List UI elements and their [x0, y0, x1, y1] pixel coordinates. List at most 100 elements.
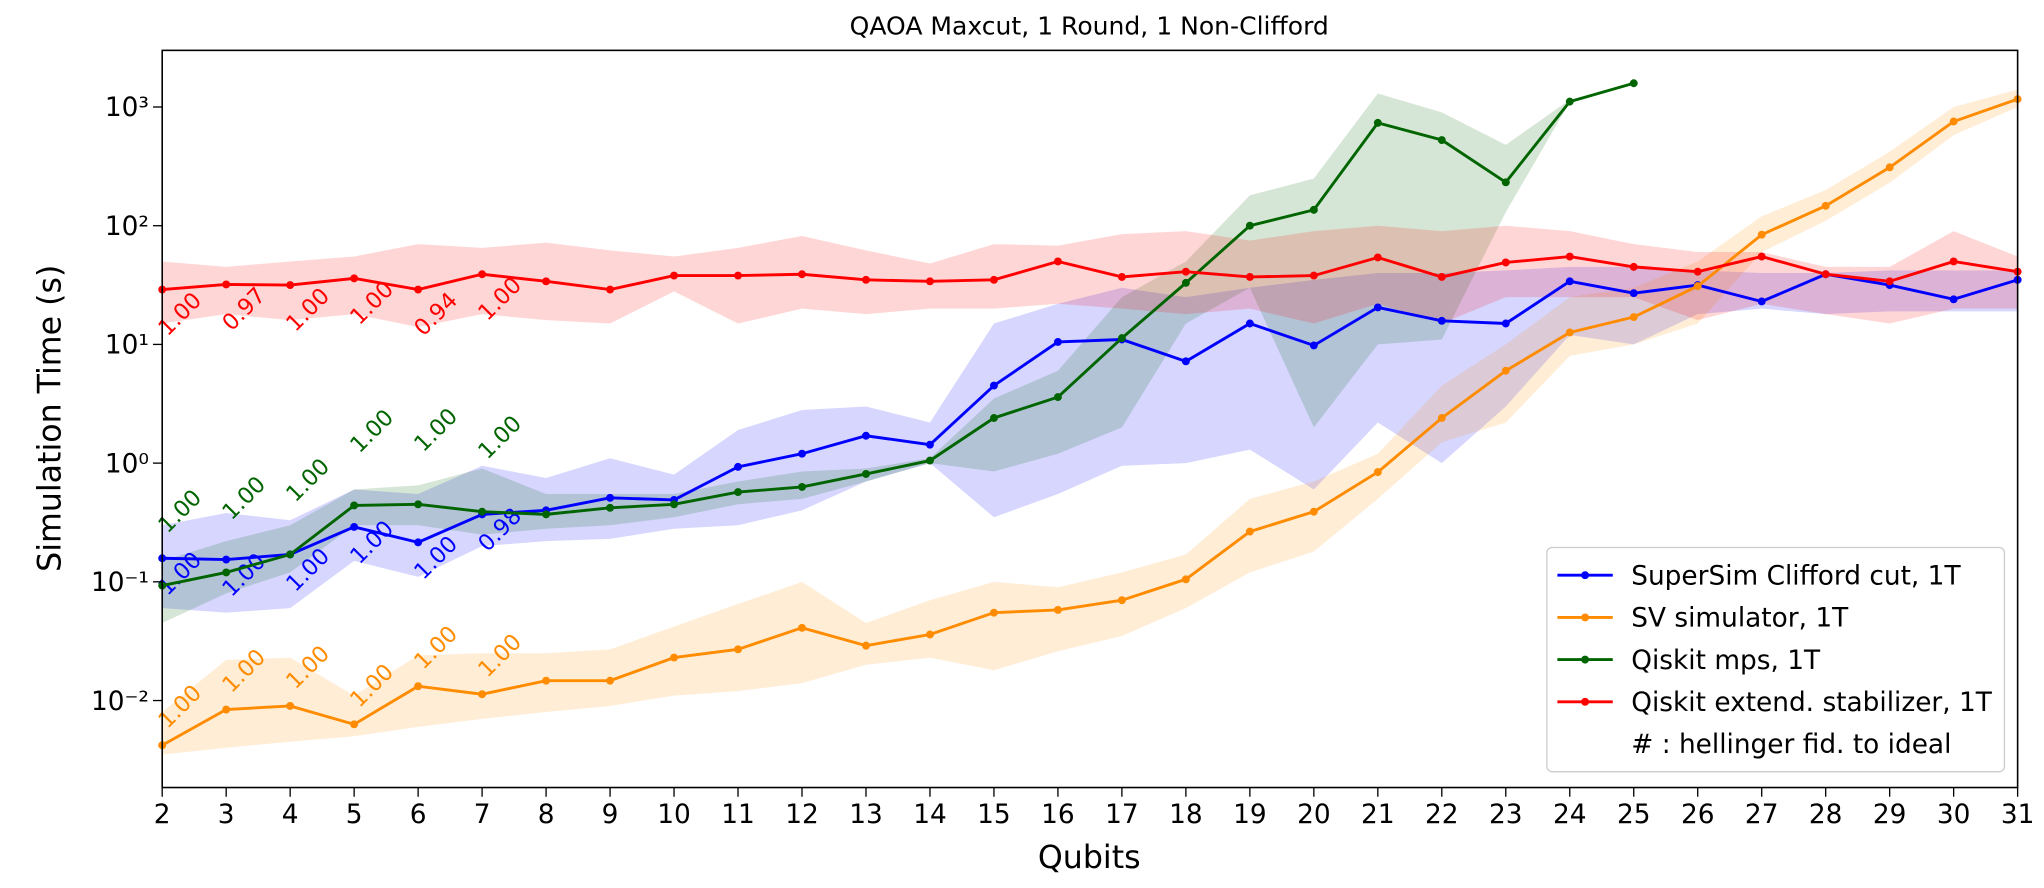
data-point: [862, 641, 870, 650]
data-point: [1565, 252, 1574, 261]
x-tick-label: 31: [2001, 800, 2035, 830]
data-point: [1757, 230, 1766, 239]
data-point: [286, 281, 295, 290]
x-tick-label: 14: [913, 800, 947, 830]
data-point: [222, 280, 231, 289]
data-point: [1757, 297, 1766, 306]
data-point: [1949, 257, 1958, 266]
data-point: [1117, 596, 1126, 605]
x-tick-label: 25: [1617, 800, 1651, 830]
legend-box: [1546, 546, 2006, 773]
data-point: [1693, 267, 1702, 276]
data-point: [1437, 414, 1446, 422]
x-tick-label: 6: [410, 800, 427, 830]
data-point: [1949, 117, 1958, 126]
confidence-band: [162, 266, 2018, 613]
data-point: [606, 493, 615, 502]
data-point: [1501, 258, 1510, 267]
data-point: [542, 510, 551, 519]
data-point: [1245, 527, 1254, 536]
y-axis-label: Simulation Time (s): [33, 265, 69, 572]
data-point: [1949, 295, 1958, 304]
data-point: [1821, 201, 1830, 210]
legend-label: SV simulator, 1T: [1631, 604, 1849, 634]
y-tick-label: 10⁻²: [91, 687, 149, 717]
legend-label: Qiskit extend. stabilizer, 1T: [1631, 688, 1993, 718]
data-point: [542, 676, 551, 685]
data-point: [1629, 79, 1638, 88]
x-tick-label: 9: [602, 800, 619, 830]
data-point: [222, 555, 231, 564]
data-point: [1821, 270, 1830, 279]
x-tick-label: 20: [1297, 800, 1331, 830]
x-tick-label: 21: [1361, 800, 1395, 830]
y-tick-label: 10⁰: [105, 449, 149, 479]
x-tick-label: 27: [1745, 800, 1779, 830]
data-point: [606, 676, 615, 685]
data-point: [1373, 253, 1382, 262]
y-tick-label: 10³: [105, 93, 149, 123]
data-point: [734, 462, 742, 471]
data-point: [1245, 319, 1254, 328]
x-tick-label: 2: [154, 800, 171, 830]
data-point: [1117, 334, 1126, 343]
data-point: [1501, 366, 1510, 375]
legend-marker: [1581, 613, 1590, 622]
x-tick-label: 5: [346, 800, 363, 830]
x-tick-label: 29: [1873, 800, 1907, 830]
confidence-band: [162, 225, 2018, 328]
data-point: [286, 550, 295, 559]
data-point: [1885, 163, 1894, 172]
data-point: [1629, 289, 1638, 298]
data-point: [670, 500, 678, 509]
y-tick-label: 10⁻¹: [91, 568, 149, 598]
x-tick-label: 18: [1169, 800, 1203, 830]
data-point: [1629, 262, 1638, 271]
data-point: [1373, 468, 1382, 477]
confidence-band: [162, 83, 1634, 623]
data-point: [1309, 341, 1318, 350]
data-point: [989, 381, 998, 390]
data-point: [222, 705, 231, 714]
data-point: [414, 285, 423, 294]
x-tick-label: 11: [721, 800, 755, 830]
data-point: [414, 538, 423, 547]
x-tick-label: 4: [282, 800, 299, 830]
chart-title: QAOA Maxcut, 1 Round, 1 Non-Clifford: [850, 12, 1329, 41]
data-point: [1373, 118, 1382, 127]
data-point: [989, 414, 998, 422]
data-point: [1117, 273, 1126, 281]
data-point: [1565, 277, 1574, 286]
data-point: [1245, 221, 1254, 230]
x-tick-label: 15: [977, 800, 1011, 830]
confidence-band: [162, 89, 2018, 755]
data-point: [670, 653, 678, 662]
x-tick-label: 24: [1553, 800, 1587, 830]
series-line: [162, 272, 2019, 562]
data-point: [1501, 178, 1510, 187]
data-point: [1885, 277, 1894, 286]
x-tick-label: 12: [785, 800, 819, 830]
y-tick-label: 10¹: [105, 331, 149, 361]
data-point: [414, 682, 423, 691]
data-point: [798, 449, 806, 458]
data-point: [926, 456, 934, 465]
data-point: [1053, 257, 1062, 266]
x-tick-label: 10: [657, 800, 691, 830]
data-point: [798, 270, 806, 279]
data-point: [1053, 605, 1062, 614]
y-tick-label: 10²: [105, 212, 149, 242]
data-point: [670, 271, 678, 280]
data-point: [1693, 282, 1702, 291]
data-point: [1181, 267, 1190, 276]
data-point: [350, 274, 359, 283]
data-point: [1181, 357, 1190, 366]
data-point: [1437, 273, 1446, 281]
data-point: [734, 488, 742, 497]
data-point: [606, 503, 615, 512]
data-point: [1245, 273, 1254, 281]
data-point: [862, 470, 870, 478]
data-point: [1181, 278, 1190, 287]
plot-frame: [161, 49, 2019, 789]
